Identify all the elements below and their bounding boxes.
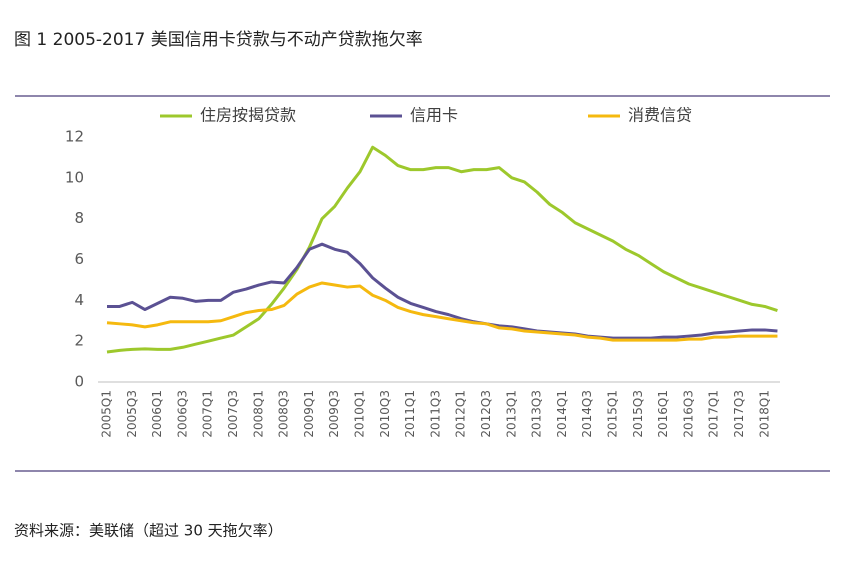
x-tick-label: 2017Q1 — [707, 390, 721, 438]
x-tick-label: 2015Q1 — [606, 390, 620, 438]
x-tick-label: 2007Q3 — [226, 390, 240, 438]
x-tick-label: 2005Q1 — [100, 390, 114, 438]
series-line — [107, 242, 778, 340]
x-tick-label: 2015Q3 — [631, 390, 645, 438]
chart-title: 图 1 2005-2017 美国信用卡贷款与不动产贷款拖欠率 — [14, 30, 423, 50]
x-tick-label: 2016Q3 — [681, 390, 695, 438]
x-tick-label: 2008Q3 — [277, 390, 291, 438]
y-tick-label: 2 — [74, 332, 84, 350]
x-tick-label: 2005Q3 — [125, 390, 139, 438]
x-tick-label: 2008Q1 — [251, 390, 265, 438]
x-tick-label: 2014Q3 — [580, 390, 594, 438]
x-tick-label: 2010Q3 — [378, 390, 392, 438]
y-tick-label: 10 — [65, 168, 84, 186]
x-tick-label: 2010Q1 — [353, 390, 367, 438]
x-tick-label: 2012Q1 — [454, 390, 468, 438]
x-tick-label: 2012Q3 — [479, 390, 493, 438]
x-tick-label: 2006Q3 — [175, 390, 189, 438]
source: 资料来源：美联储（超过 30 天拖欠率） — [14, 522, 283, 540]
x-tick-label: 2009Q1 — [302, 390, 316, 438]
x-tick-label: 2018Q1 — [757, 390, 771, 438]
y-tick-label: 8 — [74, 209, 84, 227]
x-tick-label: 2006Q1 — [150, 390, 164, 438]
x-tick-label: 2009Q3 — [327, 390, 341, 438]
series-line — [106, 145, 778, 354]
x-tick-label: 2014Q1 — [555, 390, 569, 438]
y-tick-label: 0 — [74, 373, 84, 391]
legend-label: 消费信贷 — [628, 106, 692, 125]
series-line — [106, 281, 778, 342]
y-tick-label: 4 — [74, 291, 84, 309]
x-tick-label: 2016Q1 — [656, 390, 670, 438]
x-tick-label: 2011Q1 — [403, 390, 417, 438]
x-tick-label: 2013Q1 — [504, 390, 518, 438]
y-tick-label: 6 — [74, 250, 84, 268]
x-tick-label: 2013Q3 — [530, 390, 544, 438]
x-tick-label: 2007Q1 — [201, 390, 215, 438]
legend-label: 住房按揭贷款 — [200, 106, 296, 125]
x-tick-label: 2017Q3 — [732, 390, 746, 438]
legend-label: 信用卡 — [410, 106, 458, 125]
x-tick-label: 2011Q3 — [428, 390, 442, 438]
y-tick-label: 12 — [65, 128, 84, 146]
